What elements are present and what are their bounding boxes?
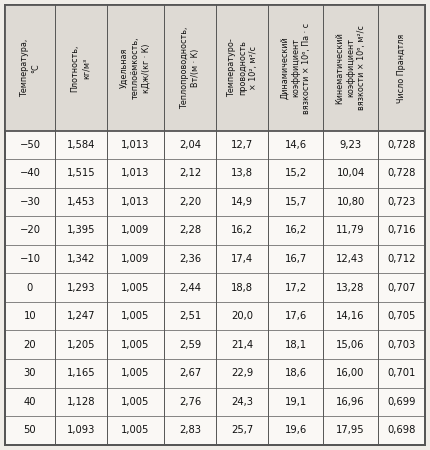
Text: 10,04: 10,04 — [336, 168, 365, 178]
Text: 0,698: 0,698 — [387, 425, 415, 435]
Text: 17,4: 17,4 — [231, 254, 253, 264]
Text: −20: −20 — [19, 225, 40, 235]
Text: 16,7: 16,7 — [285, 254, 307, 264]
Text: 22,9: 22,9 — [231, 368, 254, 378]
Text: 16,96: 16,96 — [336, 397, 365, 407]
Text: 1,005: 1,005 — [121, 311, 150, 321]
Text: 18,1: 18,1 — [285, 340, 307, 350]
Text: 18,6: 18,6 — [285, 368, 307, 378]
Text: 12,43: 12,43 — [336, 254, 365, 264]
Text: 1,005: 1,005 — [121, 368, 150, 378]
Text: 0,707: 0,707 — [387, 283, 415, 293]
Text: 16,00: 16,00 — [336, 368, 365, 378]
Text: Температуро-
проводность
× 10², м²/с: Температуро- проводность × 10², м²/с — [227, 39, 258, 97]
Text: 0,712: 0,712 — [387, 254, 416, 264]
Text: 1,293: 1,293 — [67, 283, 95, 293]
Text: Удельная
теплоёмкость,
кДж/(кг · К): Удельная теплоёмкость, кДж/(кг · К) — [120, 37, 151, 99]
Text: 17,2: 17,2 — [285, 283, 307, 293]
Text: 1,453: 1,453 — [67, 197, 95, 207]
Text: 2,67: 2,67 — [179, 368, 201, 378]
Text: −50: −50 — [19, 140, 40, 150]
Text: 1,005: 1,005 — [121, 340, 150, 350]
Text: 14,9: 14,9 — [231, 197, 253, 207]
Text: 14,16: 14,16 — [336, 311, 365, 321]
Text: 10: 10 — [24, 311, 36, 321]
Text: 2,83: 2,83 — [179, 425, 201, 435]
Text: 9,23: 9,23 — [340, 140, 362, 150]
Text: 1,247: 1,247 — [67, 311, 95, 321]
Text: 2,59: 2,59 — [179, 340, 201, 350]
Text: 12,7: 12,7 — [231, 140, 254, 150]
Text: 1,205: 1,205 — [67, 340, 95, 350]
Text: 2,20: 2,20 — [179, 197, 201, 207]
Text: 25,7: 25,7 — [231, 425, 254, 435]
Text: Кинематический
коэффициент
вязкости × 10⁶, м²/с: Кинематический коэффициент вязкости × 10… — [335, 26, 366, 110]
Text: 1,093: 1,093 — [67, 425, 95, 435]
Text: 2,04: 2,04 — [179, 140, 201, 150]
Text: 50: 50 — [24, 425, 36, 435]
Text: 16,2: 16,2 — [231, 225, 254, 235]
Text: 0,728: 0,728 — [387, 168, 415, 178]
Text: Динамический
коэффициент
вязкости × 10⁶, Па · с: Динамический коэффициент вязкости × 10⁶,… — [280, 22, 311, 113]
Bar — [5, 5, 425, 130]
Text: 1,013: 1,013 — [121, 197, 150, 207]
Text: 0,716: 0,716 — [387, 225, 416, 235]
Text: 20,0: 20,0 — [231, 311, 253, 321]
Text: 1,009: 1,009 — [121, 225, 150, 235]
Text: Температура,
°С: Температура, °С — [20, 39, 40, 97]
Text: −40: −40 — [19, 168, 40, 178]
Text: 1,013: 1,013 — [121, 168, 150, 178]
Text: −30: −30 — [19, 197, 40, 207]
Text: 2,12: 2,12 — [179, 168, 201, 178]
Text: 1,128: 1,128 — [67, 397, 95, 407]
Text: 16,2: 16,2 — [285, 225, 307, 235]
Text: 15,7: 15,7 — [285, 197, 307, 207]
Text: 1,005: 1,005 — [121, 397, 150, 407]
Text: 1,165: 1,165 — [67, 368, 95, 378]
Text: Теплопроводность,
Вт/(м · К): Теплопроводность, Вт/(м · К) — [180, 27, 200, 109]
Text: 11,79: 11,79 — [336, 225, 365, 235]
Text: 40: 40 — [24, 397, 36, 407]
Text: 14,6: 14,6 — [285, 140, 307, 150]
Text: 0,699: 0,699 — [387, 397, 416, 407]
Text: 19,1: 19,1 — [285, 397, 307, 407]
Text: 1,009: 1,009 — [121, 254, 150, 264]
Text: 17,95: 17,95 — [336, 425, 365, 435]
Text: 10,80: 10,80 — [336, 197, 365, 207]
Text: Плотность,
кг/м³: Плотность, кг/м³ — [71, 44, 91, 92]
Text: 13,8: 13,8 — [231, 168, 253, 178]
Text: 2,36: 2,36 — [179, 254, 201, 264]
Text: 13,28: 13,28 — [336, 283, 365, 293]
Text: 1,005: 1,005 — [121, 283, 150, 293]
Text: 0,723: 0,723 — [387, 197, 415, 207]
Text: −10: −10 — [19, 254, 40, 264]
Text: 18,8: 18,8 — [231, 283, 253, 293]
Text: 1,395: 1,395 — [67, 225, 95, 235]
Text: 17,6: 17,6 — [285, 311, 307, 321]
Text: 15,2: 15,2 — [285, 168, 307, 178]
Text: 30: 30 — [24, 368, 36, 378]
Text: 2,44: 2,44 — [179, 283, 201, 293]
Text: 15,06: 15,06 — [336, 340, 365, 350]
Text: 20: 20 — [24, 340, 36, 350]
Text: 2,76: 2,76 — [179, 397, 201, 407]
Text: 0,728: 0,728 — [387, 140, 415, 150]
Text: 0,703: 0,703 — [387, 340, 415, 350]
Text: 1,013: 1,013 — [121, 140, 150, 150]
Text: 0,705: 0,705 — [387, 311, 415, 321]
Text: 2,28: 2,28 — [179, 225, 201, 235]
Text: 2,51: 2,51 — [179, 311, 201, 321]
Text: 1,342: 1,342 — [67, 254, 95, 264]
Text: Число Прандтля: Число Прандтля — [397, 33, 406, 103]
Text: 19,6: 19,6 — [285, 425, 307, 435]
Text: 1,005: 1,005 — [121, 425, 150, 435]
Text: 24,3: 24,3 — [231, 397, 253, 407]
Text: 21,4: 21,4 — [231, 340, 253, 350]
Text: 0: 0 — [27, 283, 33, 293]
Text: 0,701: 0,701 — [387, 368, 415, 378]
Text: 1,584: 1,584 — [67, 140, 95, 150]
Text: 1,515: 1,515 — [67, 168, 95, 178]
